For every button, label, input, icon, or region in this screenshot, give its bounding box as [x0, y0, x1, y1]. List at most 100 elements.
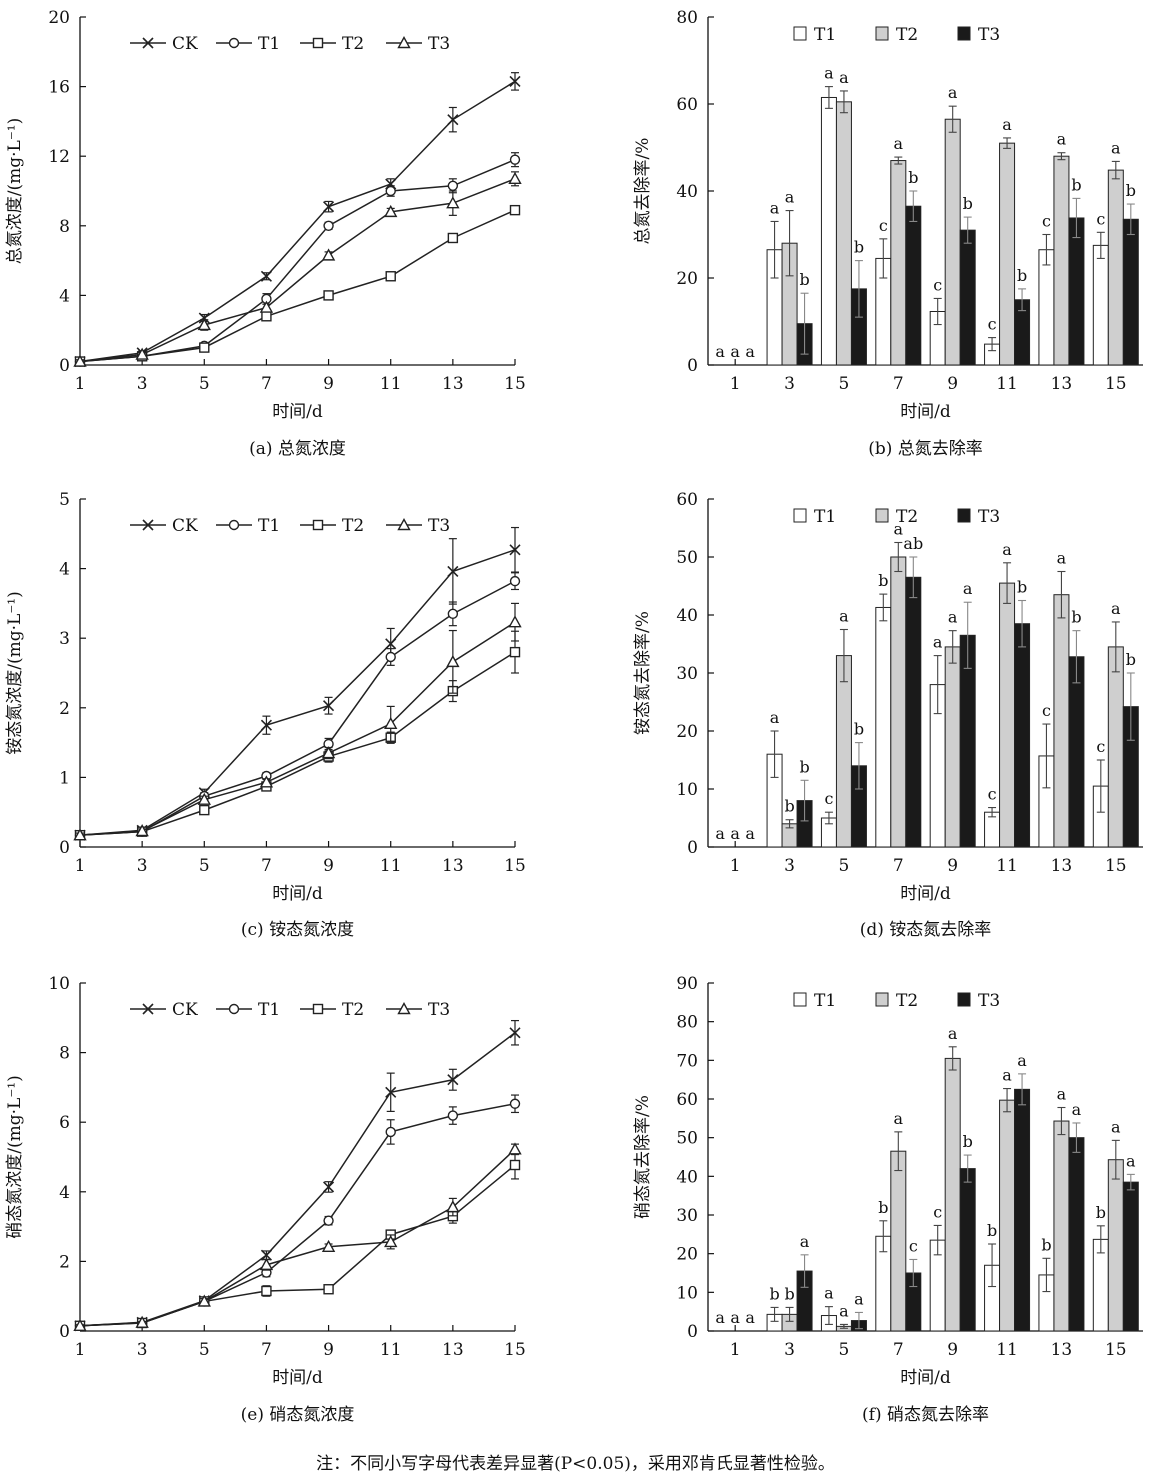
x-tick-label: 11	[996, 374, 1018, 394]
y-tick-label: 60	[676, 95, 698, 115]
data-point-CK-b	[385, 1086, 397, 1098]
data-point-T3	[321, 248, 336, 261]
data-point-T3	[446, 196, 460, 209]
x-tick-label: 9	[323, 856, 334, 876]
panel-caption: (c) 铵态氮浓度	[241, 920, 354, 940]
legend-swatch-T1	[793, 508, 807, 523]
legend-label-T1: T1	[258, 34, 280, 54]
significance-letter: a	[730, 1308, 740, 1327]
x-axis-title: 时间/d	[272, 402, 323, 422]
legend-marker-CK-b	[142, 1003, 154, 1015]
significance-letter: a	[1111, 138, 1121, 157]
data-point-T3	[384, 1234, 398, 1248]
y-tick-label: 50	[676, 1129, 698, 1149]
x-tick-label: 3	[137, 374, 148, 394]
y-tick-label: 30	[676, 1206, 698, 1226]
series-T3	[73, 602, 522, 841]
legend-label-T1: T1	[258, 1000, 280, 1020]
significance-letter: b	[1126, 181, 1136, 200]
y-tick-label: 4	[59, 560, 70, 580]
bar-T1	[820, 96, 837, 366]
series-line-T1	[79, 158, 516, 363]
significance-letter: b	[963, 1132, 973, 1151]
bar-T2	[1107, 646, 1124, 848]
legend-label-T1: T1	[814, 507, 836, 527]
x-tick-label: 11	[380, 374, 402, 394]
data-point-CK-b	[323, 700, 335, 712]
significance-letter: b	[878, 571, 888, 590]
significance-letter: a	[1072, 1100, 1082, 1119]
significance-letter: c	[1042, 701, 1051, 720]
significance-letter: a	[948, 83, 958, 102]
significance-letter: a	[745, 342, 755, 361]
significance-letter: c	[933, 275, 942, 294]
significance-letter: a	[948, 608, 958, 627]
bar-T1	[875, 606, 892, 848]
bar-T2	[1107, 1159, 1124, 1332]
significance-letter: b	[1017, 578, 1027, 597]
y-axis-title: 硝态氮去除率/%	[633, 1095, 653, 1219]
data-point-T1	[323, 220, 334, 232]
y-tick-label: 20	[48, 8, 70, 28]
series-line-CK	[79, 80, 516, 363]
bar-T3	[1122, 1181, 1139, 1332]
x-tick-label: 3	[137, 856, 148, 876]
legend-label-T3: T3	[428, 516, 450, 536]
y-tick-label: 0	[59, 1322, 70, 1342]
bar-T3	[1014, 623, 1031, 848]
bar-T2	[1107, 169, 1124, 366]
x-axis-title: 时间/d	[272, 1368, 323, 1388]
data-point-T3	[73, 828, 87, 841]
data-point-CK-b	[385, 638, 397, 650]
significance-letter: a	[1017, 1051, 1027, 1070]
data-point-T3	[197, 792, 211, 805]
legend-marker-CK-b	[142, 37, 154, 49]
bar-T3	[1122, 218, 1139, 366]
legend-marker-T3	[397, 36, 411, 49]
y-tick-label: 40	[676, 182, 698, 202]
significance-letter: b	[1096, 1203, 1106, 1222]
significance-letter: a	[745, 1308, 755, 1327]
significance-letter: a	[1057, 130, 1067, 149]
bar-T2	[999, 582, 1016, 848]
x-tick-label: 13	[442, 856, 464, 876]
bar-T2	[835, 101, 852, 366]
significance-letter: c	[988, 785, 997, 804]
x-tick-label: 11	[996, 856, 1018, 876]
significance-letter: b	[963, 194, 973, 213]
series-T1	[74, 152, 521, 367]
legend-label-T1: T1	[814, 991, 836, 1011]
y-tick-label: 12	[48, 147, 70, 167]
significance-letter: b	[1017, 266, 1027, 285]
series-line-T1	[79, 580, 516, 836]
y-tick-label: 30	[676, 664, 698, 684]
series-line-T3	[79, 621, 516, 836]
significance-letter: a	[785, 188, 795, 207]
panel-caption: (b) 总氮去除率	[868, 439, 983, 459]
data-point-T1	[509, 575, 521, 587]
data-point-CK-b	[509, 544, 521, 556]
significance-letter: a	[1111, 599, 1121, 618]
significance-letter: a	[800, 1232, 810, 1251]
significance-letter: ab	[903, 534, 923, 553]
bar-T2	[890, 556, 907, 848]
x-tick-label: 3	[784, 856, 795, 876]
significance-letter: a	[1002, 1066, 1012, 1085]
legend: CK T1 T2 T3	[130, 516, 450, 536]
significance-letter: c	[909, 1236, 918, 1255]
series-line-T2	[79, 1164, 516, 1327]
x-tick-label: 5	[839, 374, 850, 394]
y-tick-label: 80	[676, 1013, 698, 1033]
y-tick-label: 70	[676, 1051, 698, 1071]
significance-letter: a	[770, 708, 780, 727]
data-point-T2	[509, 204, 521, 216]
significance-letter: a	[839, 1301, 849, 1320]
series-line-T3	[79, 1148, 516, 1327]
legend-marker-T1	[228, 1003, 240, 1015]
significance-letter: a	[1057, 1085, 1067, 1104]
significance-letter: a	[730, 824, 740, 843]
significance-letter: c	[1096, 737, 1105, 756]
